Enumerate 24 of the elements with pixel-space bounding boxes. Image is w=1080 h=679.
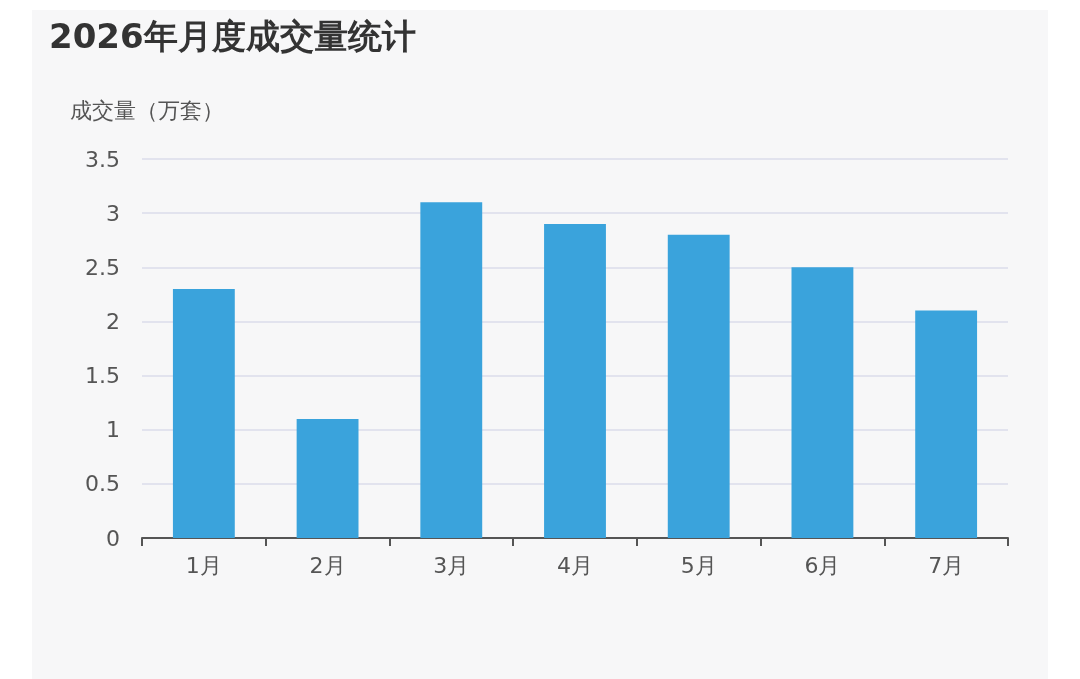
x-tick-label: 6月: [804, 552, 841, 578]
y-tick-label: 1: [106, 417, 120, 443]
bar: [667, 234, 730, 538]
y-tick-label: 2.5: [85, 254, 120, 280]
x-tick-label: 7月: [928, 552, 965, 578]
y-tick-label: 0.5: [85, 471, 120, 497]
bar: [915, 310, 978, 538]
y-tick-label: 0: [106, 525, 120, 551]
bar: [172, 288, 235, 538]
y-tick-label: 3.5: [85, 146, 120, 172]
x-tick-label: 5月: [680, 552, 717, 578]
x-tick-label: 3月: [433, 552, 470, 578]
bar: [420, 202, 483, 538]
x-tick-label: 4月: [557, 552, 593, 578]
x-tick-label: 1月: [185, 552, 222, 578]
chart-title: 2026年月度成交量统计: [49, 16, 416, 56]
bar: [296, 418, 359, 538]
bar: [791, 267, 854, 538]
x-tick-label: 2月: [309, 552, 346, 578]
y-tick-label: 2: [106, 308, 120, 334]
y-tick-label: 1.5: [85, 363, 120, 389]
y-axis-title: 成交量（万套）: [70, 97, 224, 123]
y-tick-label: 3: [106, 200, 120, 226]
bar: [544, 223, 606, 538]
